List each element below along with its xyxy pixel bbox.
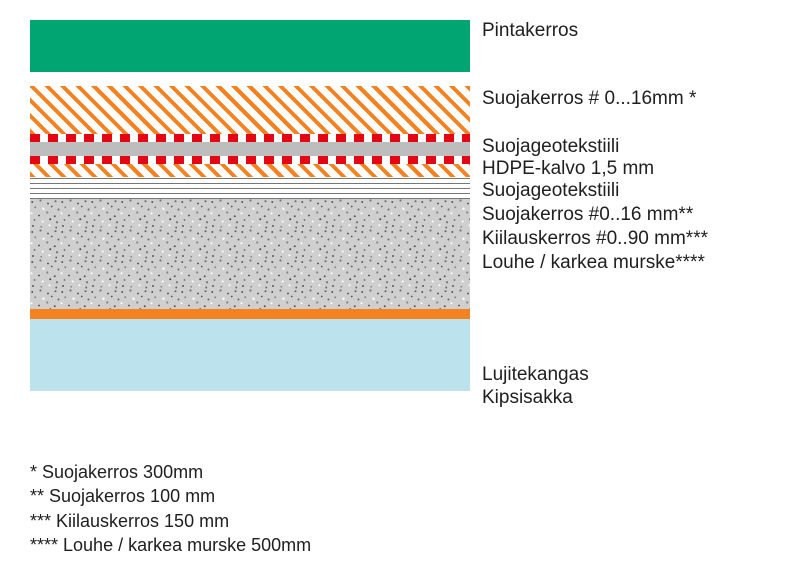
layer-suoja16b <box>30 164 470 177</box>
label-geotekstiili2: Suojageotekstiili <box>482 180 619 203</box>
layer-labels: PintakerrosSuojakerros # 0...16mm *Suoja… <box>470 20 482 420</box>
footnote-1: * Suojakerros 300mm <box>30 460 311 484</box>
layer-geotekstiili2 <box>30 156 470 164</box>
footnotes: * Suojakerros 300mm** Suojakerros 100 mm… <box>30 460 311 557</box>
label-pintakerros: Pintakerros <box>482 20 578 43</box>
label-kipsisakka: Kipsisakka <box>482 387 573 410</box>
layer-kipsisakka <box>30 319 470 391</box>
layer-kiilauskerros <box>30 177 470 199</box>
label-louhe: Louhe / karkea murske**** <box>482 252 705 275</box>
layer-gap1 <box>30 72 470 86</box>
footnote-3: *** Kiilauskerros 150 mm <box>30 509 311 533</box>
label-suoja16a: Suojakerros # 0...16mm * <box>482 88 696 111</box>
layer-geotekstiili1 <box>30 134 470 142</box>
footnote-4: **** Louhe / karkea murske 500mm <box>30 533 311 557</box>
label-geotekstiili1: Suojageotekstiili <box>482 136 619 159</box>
layer-hdpe <box>30 142 470 156</box>
footnote-2: ** Suojakerros 100 mm <box>30 484 311 508</box>
label-lujitekangas: Lujitekangas <box>482 364 589 387</box>
layer-lujitekangas <box>30 309 470 319</box>
diagram-container: Pintakerros Suojakerros # 0...16mm * Suoja… <box>0 0 788 420</box>
label-kiilauskerros: Kiilauskerros #0..90 mm*** <box>482 228 708 251</box>
label-hdpe: HDPE-kalvo 1,5 mm <box>482 158 654 181</box>
label-suoja16b: Suojakerros #0..16 mm** <box>482 204 693 227</box>
layer-suoja16a <box>30 86 470 134</box>
layer-stack <box>30 20 470 420</box>
layer-louhe <box>30 199 470 309</box>
layer-pintakerros <box>30 20 470 72</box>
